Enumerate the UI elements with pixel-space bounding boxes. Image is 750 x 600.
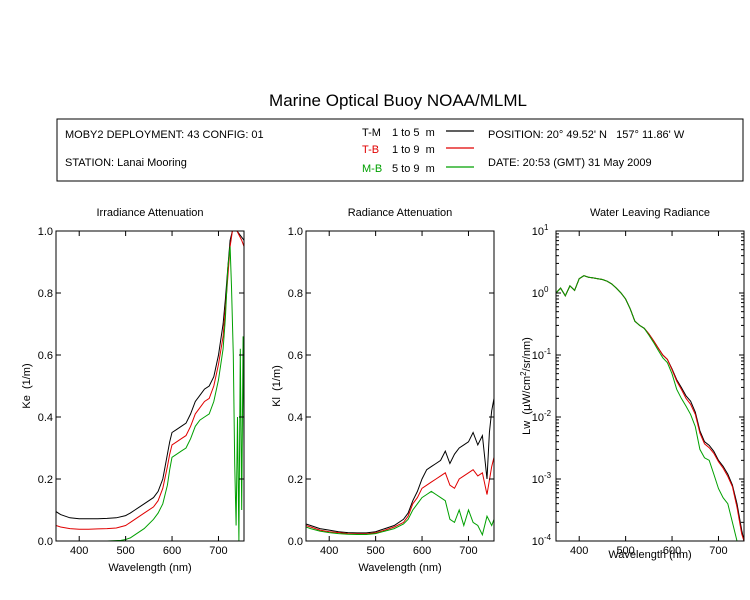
x-tick-label: 500 — [616, 545, 634, 557]
legend-code-m-b: M-B — [362, 163, 382, 175]
y-axis-label-sup: 2 — [519, 371, 528, 376]
y-axis-label-pre: Lw ( — [521, 411, 533, 435]
y-tick-label: 0.8 — [288, 288, 303, 300]
y-axis-label: Ke (1/m) — [21, 363, 33, 408]
x-tick-label: 600 — [663, 545, 681, 557]
series-line-t-m — [56, 231, 244, 520]
plot-frame — [555, 230, 745, 542]
panel-title: Water Leaving Radiance — [590, 207, 710, 219]
panel-radiance-attenuation: Radiance Attenuation 400 500 600 700 0.0 0.2 0… — [271, 207, 495, 574]
y-axis-label-mu: μ — [520, 404, 533, 411]
x-tick-label: 700 — [209, 545, 227, 557]
station-text: STATION: Lanai Mooring — [65, 157, 187, 169]
y-axis-label-post: /sr/nm) — [521, 337, 533, 371]
x-axis-label: Wavelength (nm) — [608, 549, 691, 561]
y-tick-exponent: 1 — [544, 223, 549, 232]
legend-code-t-b: T-B — [362, 144, 379, 156]
series-line-t-b — [56, 231, 244, 530]
series-line-t-m — [306, 398, 494, 534]
y-tick-label: 0.0 — [288, 536, 303, 548]
series-line-m-b — [56, 246, 244, 541]
x-axis-label: Wavelength (nm) — [358, 562, 441, 574]
series-line-t-b — [556, 275, 744, 541]
y-tick-label: 0.4 — [38, 412, 53, 424]
x-tick-label: 400 — [570, 545, 588, 557]
date-text: DATE: 20:53 (GMT) 31 May 2009 — [488, 157, 652, 169]
y-tick-label: 1.0 — [38, 226, 53, 238]
legend-item-m-b: M-B 5 to 9 m — [362, 163, 474, 175]
y-tick-label: 10 — [532, 474, 544, 486]
series-line-m-b — [306, 490, 494, 537]
figure-title: Marine Optical Buoy NOAA/MLML — [269, 91, 527, 110]
y-axis-label-mid: W/cm — [521, 376, 533, 404]
plot-frame — [55, 230, 245, 542]
x-tick-label: 600 — [163, 545, 181, 557]
legend-item-t-b: T-B 1 to 9 m — [362, 144, 474, 156]
position-text: POSITION: 20° 49.52' N 157° 11.86' W — [488, 129, 685, 141]
x-tick-label: 500 — [116, 545, 134, 557]
legend-code-t-m: T-M — [362, 127, 381, 139]
legend-range-t-m: 1 to 5 m — [392, 127, 435, 139]
x-tick-label: 400 — [70, 545, 88, 557]
y-axis-label: Kl (1/m) — [271, 365, 283, 407]
y-tick-exponent: -4 — [544, 533, 552, 542]
y-tick-label: 10 — [532, 350, 544, 362]
legend: T-M 1 to 5 m T-B 1 to 9 m M-B 5 to 9 m — [362, 127, 474, 175]
series-group — [556, 275, 744, 541]
info-box-border — [56, 118, 744, 182]
series-line-t-b — [306, 457, 494, 535]
x-tick-label: 700 — [709, 545, 727, 557]
y-tick-label: 0.8 — [38, 288, 53, 300]
y-tick-label: 0.2 — [38, 474, 53, 486]
y-tick-label: 10 — [532, 226, 544, 238]
y-tick-label: 1.0 — [288, 226, 303, 238]
x-tick-label: 500 — [366, 545, 384, 557]
panel-irradiance-attenuation: Irradiance Attenuation 400 500 600 700 0.0 0.… — [21, 207, 245, 574]
y-tick-label: 10 — [532, 288, 544, 300]
y-tick-exponent: -1 — [544, 347, 552, 356]
y-tick-label: 0.2 — [288, 474, 303, 486]
deployment-text: MOBY2 DEPLOYMENT: 43 CONFIG: 01 — [65, 129, 264, 141]
x-tick-label: 600 — [413, 545, 431, 557]
series-group — [306, 398, 494, 537]
y-tick-exponent: -3 — [544, 471, 552, 480]
y-tick-label: 0.6 — [38, 350, 53, 362]
legend-range-m-b: 5 to 9 m — [392, 163, 435, 175]
legend-item-t-m: T-M 1 to 5 m — [362, 127, 474, 139]
y-tick-exponent: -2 — [544, 409, 552, 418]
panel-title: Radiance Attenuation — [348, 207, 453, 219]
x-tick-label: 700 — [459, 545, 477, 557]
plot-frame — [305, 230, 495, 542]
y-tick-label: 0.6 — [288, 350, 303, 362]
panel-title: Irradiance Attenuation — [96, 207, 203, 219]
y-tick-label: 10 — [532, 536, 544, 548]
series-line-t-m — [556, 275, 744, 541]
series-line-m-b — [556, 275, 740, 541]
y-tick-exponent: 0 — [544, 285, 549, 294]
y-axis-label: Lw (μW/cm2/sr/nm) — [519, 337, 533, 435]
x-tick-label: 400 — [320, 545, 338, 557]
y-tick-label: 10 — [532, 412, 544, 424]
y-tick-label: 0.4 — [288, 412, 303, 424]
x-axis-label: Wavelength (nm) — [108, 562, 191, 574]
series-group — [56, 231, 244, 541]
legend-range-t-b: 1 to 9 m — [392, 144, 435, 156]
y-tick-label: 0.0 — [38, 536, 53, 548]
info-box: MOBY2 DEPLOYMENT: 43 CONFIG: 01 STATION:… — [56, 118, 744, 182]
